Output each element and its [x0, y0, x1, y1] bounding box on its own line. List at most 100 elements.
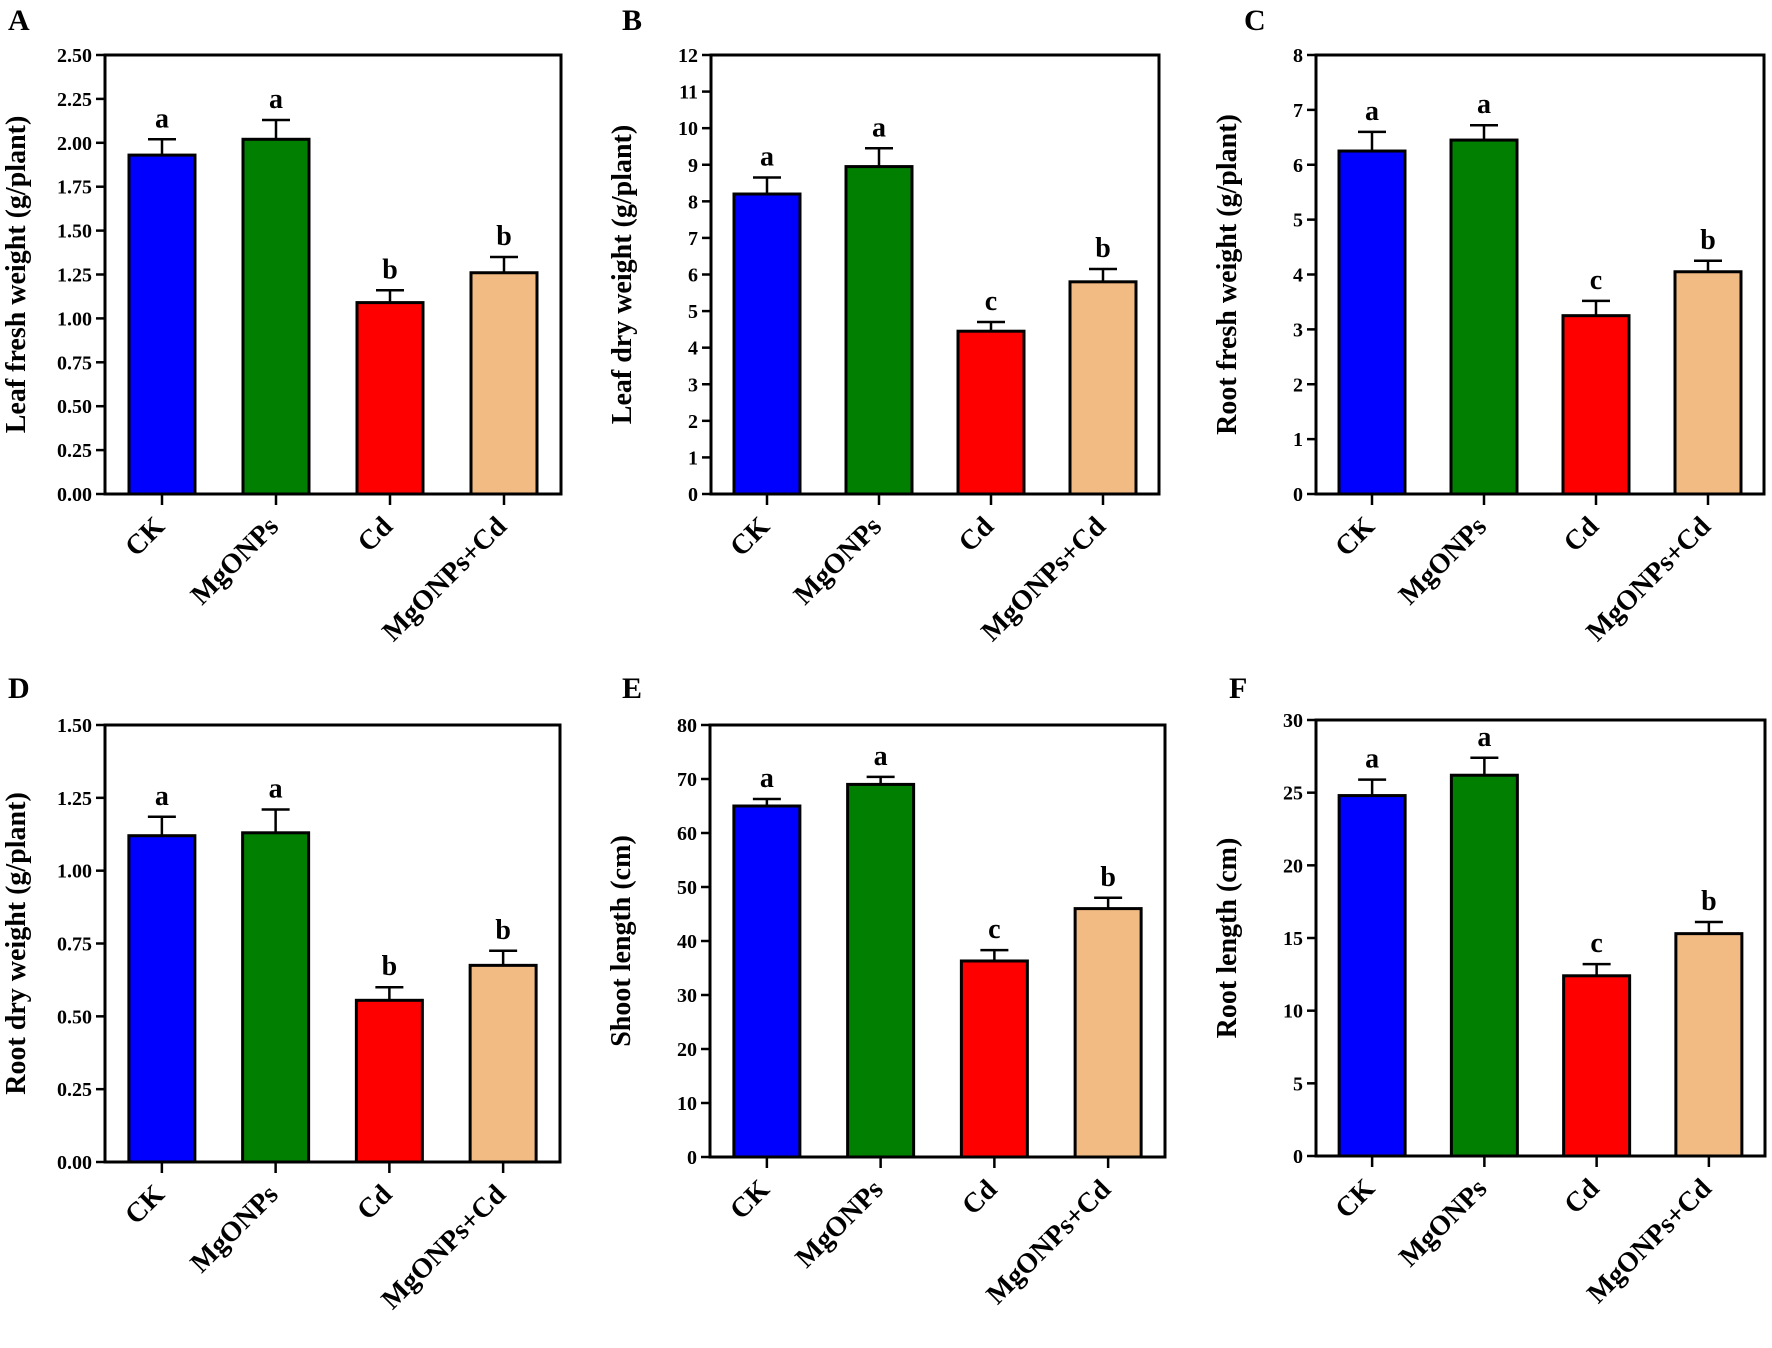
chart-panel-f: F Root length (cm) 0 5 10 15 20 25 30 a CK a MgONPs c… — [1212, 672, 1767, 1310]
y-tick-label: 1.00 — [57, 308, 92, 330]
y-tick-label: 6 — [688, 265, 698, 287]
y-tick-label: 1 — [688, 447, 698, 469]
x-tick-label: CK — [724, 511, 776, 563]
bar-cd — [1561, 314, 1631, 496]
x-tick-label: Cd — [1558, 511, 1606, 559]
y-tick-label: 50 — [677, 877, 697, 899]
significance-letter: b — [496, 221, 512, 252]
y-tick-label: 0 — [687, 1147, 697, 1169]
significance-letter: a — [760, 763, 774, 794]
panel-letter: B — [622, 4, 642, 37]
y-tick-label: 60 — [677, 823, 697, 845]
y-tick-label: 8 — [1293, 45, 1303, 67]
y-tick-label: 0 — [688, 484, 698, 506]
bar-mgonps — [844, 165, 914, 496]
y-tick-label: 1.50 — [57, 715, 92, 737]
significance-letter: c — [988, 914, 1000, 945]
significance-letter: b — [382, 951, 398, 982]
bar-mgonps-cd — [1674, 932, 1744, 1158]
bar-ck — [732, 804, 802, 1159]
y-tick-label: 6 — [1293, 155, 1303, 177]
y-tick-label: 20 — [677, 1039, 697, 1061]
y-tick-label: 3 — [1293, 319, 1303, 341]
y-tick-label: 2.25 — [57, 89, 92, 111]
significance-letter: b — [1701, 886, 1717, 917]
panel-letter: D — [8, 672, 30, 705]
significance-letter: a — [872, 112, 886, 143]
panel-letter: A — [8, 4, 30, 37]
bar-cd — [959, 959, 1029, 1159]
x-tick-label: Cd — [956, 1174, 1004, 1222]
significance-letter: c — [1590, 928, 1602, 959]
x-tick-label: MgONPs — [790, 1174, 890, 1274]
bar-mgonps — [241, 831, 311, 1164]
y-tick-label: 0.50 — [57, 396, 92, 418]
significance-letter: b — [495, 915, 511, 946]
y-tick-label: 0.00 — [57, 484, 92, 506]
significance-letter: a — [269, 773, 283, 804]
chart-panel-a: A Leaf fresh weight (g/plant) 0.00 0.25 0.50… — [1, 4, 563, 648]
y-tick-label: 30 — [1283, 710, 1303, 732]
plot-frame — [103, 723, 562, 1164]
x-tick-label: MgONPs — [1393, 511, 1493, 611]
bar-cd — [956, 329, 1026, 496]
chart-panel-c: C Root fresh weight (g/plant) 0 1 2 3 4 5 6 7 8 a CK… — [1212, 4, 1766, 648]
x-tick-label: CK — [119, 511, 171, 563]
significance-letter: b — [1100, 862, 1116, 893]
y-tick-label: 10 — [1283, 1001, 1303, 1023]
y-tick-label: 1.50 — [57, 221, 92, 243]
chart-panel-e: E Shoot length (cm) 0 10 20 30 40 50 60 70 80 a CK a M… — [606, 672, 1167, 1311]
y-tick-label: 25 — [1283, 783, 1303, 805]
y-tick-label: 1.00 — [57, 861, 92, 883]
y-axis-title: Leaf fresh weight (g/plant) — [1, 116, 32, 434]
y-tick-label: 1 — [1293, 429, 1303, 451]
bar-cd — [1562, 974, 1632, 1158]
significance-letter: a — [269, 84, 283, 115]
y-tick-label: 2 — [1293, 374, 1303, 396]
plot-frame — [709, 53, 1161, 496]
y-tick-label: 7 — [1293, 100, 1303, 122]
bar-ck — [732, 192, 802, 496]
y-tick-label: 70 — [677, 769, 697, 791]
bar-mgonps-cd — [1073, 907, 1143, 1159]
x-tick-label: CK — [119, 1179, 171, 1231]
x-tick-label: Cd — [351, 1179, 399, 1227]
y-tick-label: 2.00 — [57, 133, 92, 155]
significance-letter: a — [760, 142, 774, 173]
significance-letter: b — [1095, 233, 1111, 264]
bar-mgonps — [846, 782, 916, 1159]
x-tick-label: MgONPs — [788, 511, 888, 611]
significance-letter: c — [1590, 265, 1602, 296]
bar-ck — [1337, 794, 1407, 1158]
x-tick-label: MgONPs — [1393, 1173, 1493, 1273]
panel-letter: E — [622, 672, 642, 705]
x-tick-label: Cd — [953, 511, 1001, 559]
y-tick-label: 40 — [677, 931, 697, 953]
y-tick-label: 4 — [688, 338, 698, 360]
y-tick-label: 0.00 — [57, 1152, 92, 1174]
y-tick-label: 0 — [1293, 1146, 1303, 1168]
y-tick-label: 15 — [1283, 928, 1303, 950]
bar-mgonps-cd — [469, 271, 539, 496]
y-tick-label: 11 — [679, 82, 698, 104]
x-tick-label: CK — [724, 1174, 776, 1226]
y-tick-label: 5 — [1293, 210, 1303, 232]
y-tick-label: 0.50 — [57, 1006, 92, 1028]
bar-mgonps — [1449, 138, 1519, 496]
y-tick-label: 0.25 — [57, 440, 92, 462]
y-tick-label: 0 — [1293, 484, 1303, 506]
y-tick-label: 3 — [688, 374, 698, 396]
significance-letter: b — [382, 254, 398, 285]
y-tick-label: 1.25 — [57, 788, 92, 810]
y-tick-label: 80 — [677, 715, 697, 737]
significance-letter: a — [155, 103, 169, 134]
bar-mgonps-cd — [1068, 280, 1138, 496]
bar-ck — [127, 153, 197, 496]
y-tick-label: 0.75 — [57, 934, 92, 956]
y-tick-label: 2.50 — [57, 45, 92, 67]
y-tick-label: 5 — [688, 301, 698, 323]
y-tick-label: 20 — [1283, 855, 1303, 877]
bar-cd — [354, 998, 424, 1164]
x-tick-label: MgONPs — [185, 511, 285, 611]
